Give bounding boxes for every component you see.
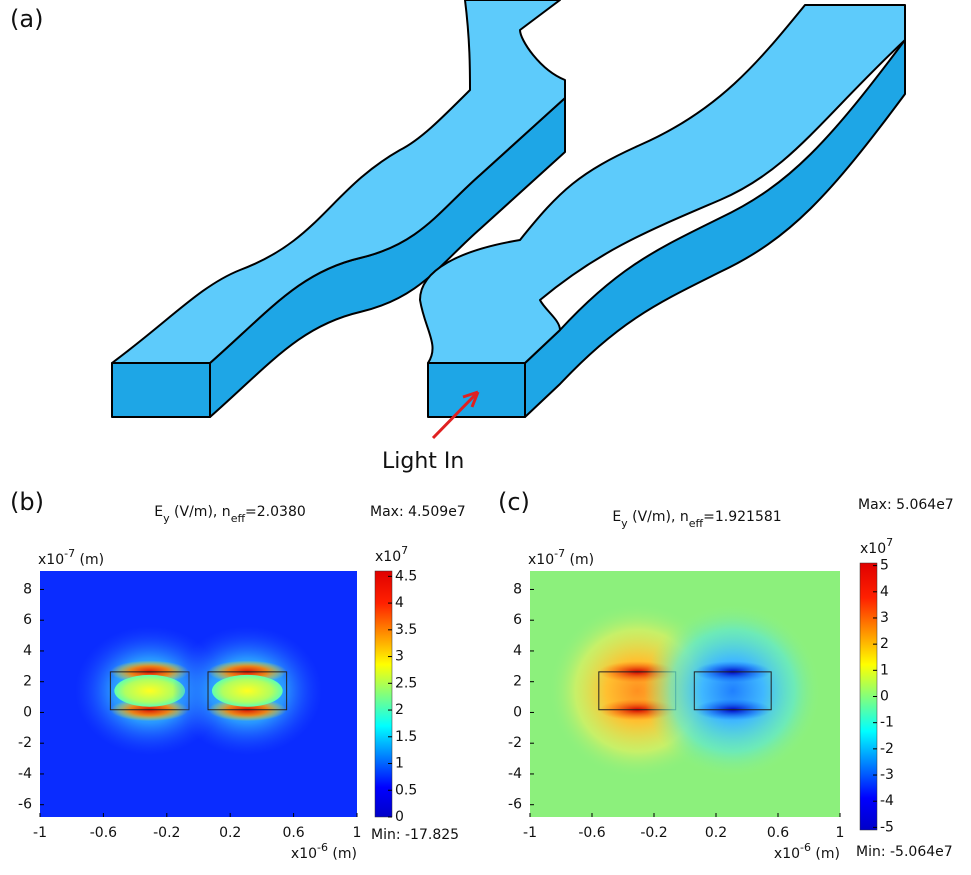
y-tick-label: 6 [23,612,32,628]
waveguide-front [112,363,210,417]
colorbar-tick-label: 2 [395,702,404,718]
max-label: Max: 5.064e7 [858,497,954,513]
x-tick-label: -1 [523,825,537,841]
colorbar-tick-label: 5 [880,558,889,574]
chart-title-part: =2.0380 [245,504,306,520]
x-tick-label: 1 [353,825,362,841]
y-tick-label: -4 [508,766,522,782]
panel-label: (c) [498,488,530,516]
colorbar-tick-label: -5 [880,819,894,835]
colorbar-tick-label: -3 [880,767,894,783]
colorbar-tick-label: -1 [880,715,894,731]
colorbar-tick-label: 0 [880,689,889,705]
colorbar-tick-label: 2 [880,636,889,652]
annotation: Light In [382,449,464,474]
y-tick-label: 2 [513,674,522,690]
figure: (a) Light In -1 -0.6 -0.2 0.2 0.6 1 -6 -4 -2 0 2 4 6… [0,0,971,875]
colorbar-tick-label: 3 [880,610,889,626]
y-tick-label: 8 [513,581,522,597]
chart-title: Ey (V/m), neff=2.0380 [154,504,306,525]
x-axis-label-part: (m) [811,846,840,862]
chart-title-part: eff [689,517,704,530]
x-axis-label: x10-6 (m) [774,841,840,863]
chart-title: Ey (V/m), neff=1.921581 [612,509,781,530]
chart-title-part: E [154,504,163,520]
max-label: Max: 4.509e7 [370,504,466,520]
chart-title-part: (V/m), n [628,509,689,525]
colorbar-tick-label: 2.5 [395,675,417,691]
chart-title-part: (V/m), n [170,504,231,520]
x-tick-label: 0.2 [705,825,727,841]
x-axis-label: x10-6 (m) [291,841,357,863]
y-tick-label: -2 [508,735,522,751]
x-tick-label: 0.6 [767,825,789,841]
colorbar-tick-label: -2 [880,741,894,757]
x-tick-label: -0.6 [90,825,117,841]
y-tick-label: 8 [23,581,32,597]
colorbar-label-part: x10 [375,549,401,565]
y-tick-label: 2 [23,674,32,690]
chart-title-part: E [612,509,621,525]
x-tick-label: -0.2 [640,825,667,841]
y-tick-label: 6 [513,612,522,628]
x-tick-label: 1 [836,825,845,841]
colorbar-tick-label: 1 [395,756,404,772]
y-axis-label-part: -7 [64,547,75,560]
field [40,571,357,817]
field-core [212,675,283,707]
y-tick-label: -6 [18,797,32,813]
y-axis-label-part: x10 [38,552,64,568]
colorbar-tick-label: 3.5 [395,622,417,638]
field [530,571,840,817]
y-tick-label: -4 [18,766,32,782]
panel-label: (b) [10,488,44,516]
y-tick-label: -2 [18,735,32,751]
colorbar-tick-label: -4 [880,793,894,809]
x-axis-label-part: -6 [317,841,328,854]
y-axis-label-part: (m) [75,552,104,568]
colorbar-label-part: 7 [401,544,408,557]
colorbar-label-part: x10 [860,541,886,557]
x-tick-label: 0.2 [219,825,241,841]
colorbar-tick-label: 0.5 [395,782,417,798]
panel-label: (a) [10,5,43,33]
min-label: Min: -17.825 [371,827,459,843]
y-tick-label: -6 [508,797,522,813]
colorbar-label: x107 [375,544,408,566]
y-tick-label: 4 [23,643,32,659]
colorbar-tick-label: 4.5 [395,568,417,584]
x-axis-label-part: x10 [291,846,317,862]
colorbar-tick-label: 3 [395,649,404,665]
waveguide-front [428,363,525,417]
y-tick-label: 0 [23,704,32,720]
y-axis-label-part: -7 [554,547,565,560]
x-axis-label-part: -6 [800,841,811,854]
y-axis-label-part: (m) [565,552,594,568]
x-tick-label: -0.6 [578,825,605,841]
x-tick-label: -0.2 [153,825,180,841]
colorbar-label-part: 7 [886,536,893,549]
y-axis-label-part: x10 [528,552,554,568]
x-axis-label-part: (m) [328,846,357,862]
min-label: Min: -5.064e7 [856,844,953,860]
y-tick-label: 0 [513,704,522,720]
field-lobe [644,604,821,778]
colorbar-tick-label: 0 [395,809,404,825]
page: { "diagram": {"label": "(a)", "annotatio… [0,0,971,875]
colorbar-label: x107 [860,536,893,558]
x-tick-label: 0.6 [282,825,304,841]
colorbar [375,571,392,817]
colorbar-tick-label: 4 [395,595,404,611]
colorbar-tick-label: 1 [880,662,889,678]
x-axis-label-part: x10 [774,846,800,862]
chart-title-part: eff [231,512,246,525]
y-tick-label: 4 [513,643,522,659]
x-tick-label: -1 [33,825,47,841]
y-axis-label: x10-7 (m) [528,547,594,569]
y-axis-label: x10-7 (m) [38,547,104,569]
colorbar-tick-label: 4 [880,584,889,600]
colorbar-tick-label: 1.5 [395,729,417,745]
chart-title-part: =1.921581 [703,509,782,525]
